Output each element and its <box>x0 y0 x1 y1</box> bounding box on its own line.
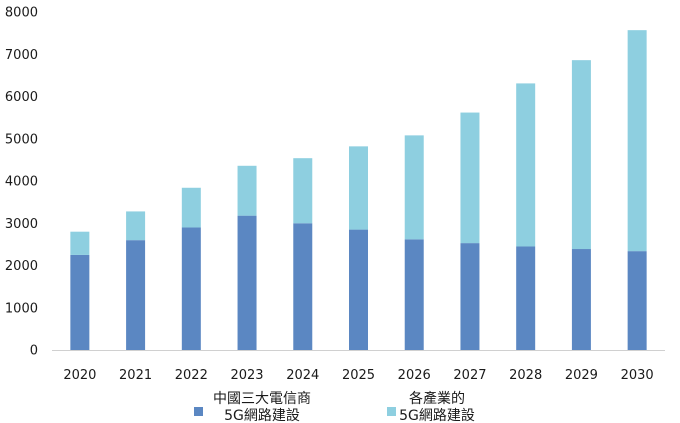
x-tick-label: 2028 <box>509 368 542 383</box>
bar-segment-series-1-2027 <box>460 243 480 350</box>
bar-segment-series-1-2022 <box>181 227 201 350</box>
bar-segment-series-1-2028 <box>516 246 536 350</box>
bar-segment-series-2-2024 <box>293 158 313 224</box>
y-tick-label: 6000 <box>5 90 38 105</box>
x-tick-label: 2025 <box>342 368 375 383</box>
y-axis: 0 1000 2000 3000 4000 5000 6000 7000 8000 <box>5 6 38 359</box>
bar-segment-series-1-2029 <box>571 249 591 350</box>
y-tick-label: 3000 <box>5 217 38 232</box>
y-tick-label: 7000 <box>5 48 38 63</box>
legend-label-line: 5G網路建設 <box>399 408 475 423</box>
legend-swatch <box>387 407 396 416</box>
y-tick-label: 2000 <box>5 259 38 274</box>
y-tick-label: 1000 <box>5 301 38 316</box>
bar-segment-series-2-2023 <box>237 165 257 216</box>
legend-swatch <box>194 407 203 416</box>
x-tick-label: 2022 <box>175 368 208 383</box>
bar-segment-series-2-2027 <box>460 112 480 244</box>
bar-segment-series-1-2030 <box>627 251 647 350</box>
bar-segment-series-1-2025 <box>349 229 368 350</box>
bar-segment-series-2-2030 <box>627 30 647 252</box>
x-tick-label: 2029 <box>565 368 598 383</box>
bar-segment-series-1-2021 <box>126 240 146 350</box>
y-tick-label: 8000 <box>5 6 38 21</box>
bars <box>70 30 647 350</box>
bar-segment-series-2-2028 <box>516 83 536 247</box>
x-tick-label: 2020 <box>63 368 96 383</box>
bar-segment-series-2-2021 <box>126 211 146 241</box>
bar-segment-series-1-2023 <box>237 215 257 350</box>
y-tick-label: 5000 <box>5 132 38 147</box>
legend-label-line: 各產業的 <box>409 390 465 407</box>
x-tick-label: 2021 <box>119 368 152 383</box>
bar-segment-series-1-2026 <box>404 239 424 350</box>
y-tick-label: 0 <box>30 344 38 359</box>
x-axis: 2020 2021 2022 2023 2024 2025 2026 2027 2028 2029… <box>52 350 665 383</box>
y-tick-label: 4000 <box>5 175 38 190</box>
bar-segment-series-2-2026 <box>404 135 424 240</box>
legend-label-line: 中國三大電信商 <box>213 391 311 407</box>
bar-segment-series-2-2025 <box>349 146 368 230</box>
legend-label-line: 5G網路建設 <box>224 408 300 423</box>
bar-segment-series-1-2024 <box>293 223 313 350</box>
x-tick-label: 2024 <box>286 368 319 383</box>
bar-segment-series-2-2022 <box>181 187 201 228</box>
x-tick-label: 2023 <box>230 368 263 383</box>
bar-segment-series-2-2029 <box>571 60 591 250</box>
x-tick-label: 2030 <box>621 368 654 383</box>
x-tick-label: 2026 <box>398 368 431 383</box>
bar-segment-series-2-2020 <box>70 231 90 255</box>
bar-segment-series-1-2020 <box>70 254 90 350</box>
x-tick-label: 2027 <box>453 368 486 383</box>
